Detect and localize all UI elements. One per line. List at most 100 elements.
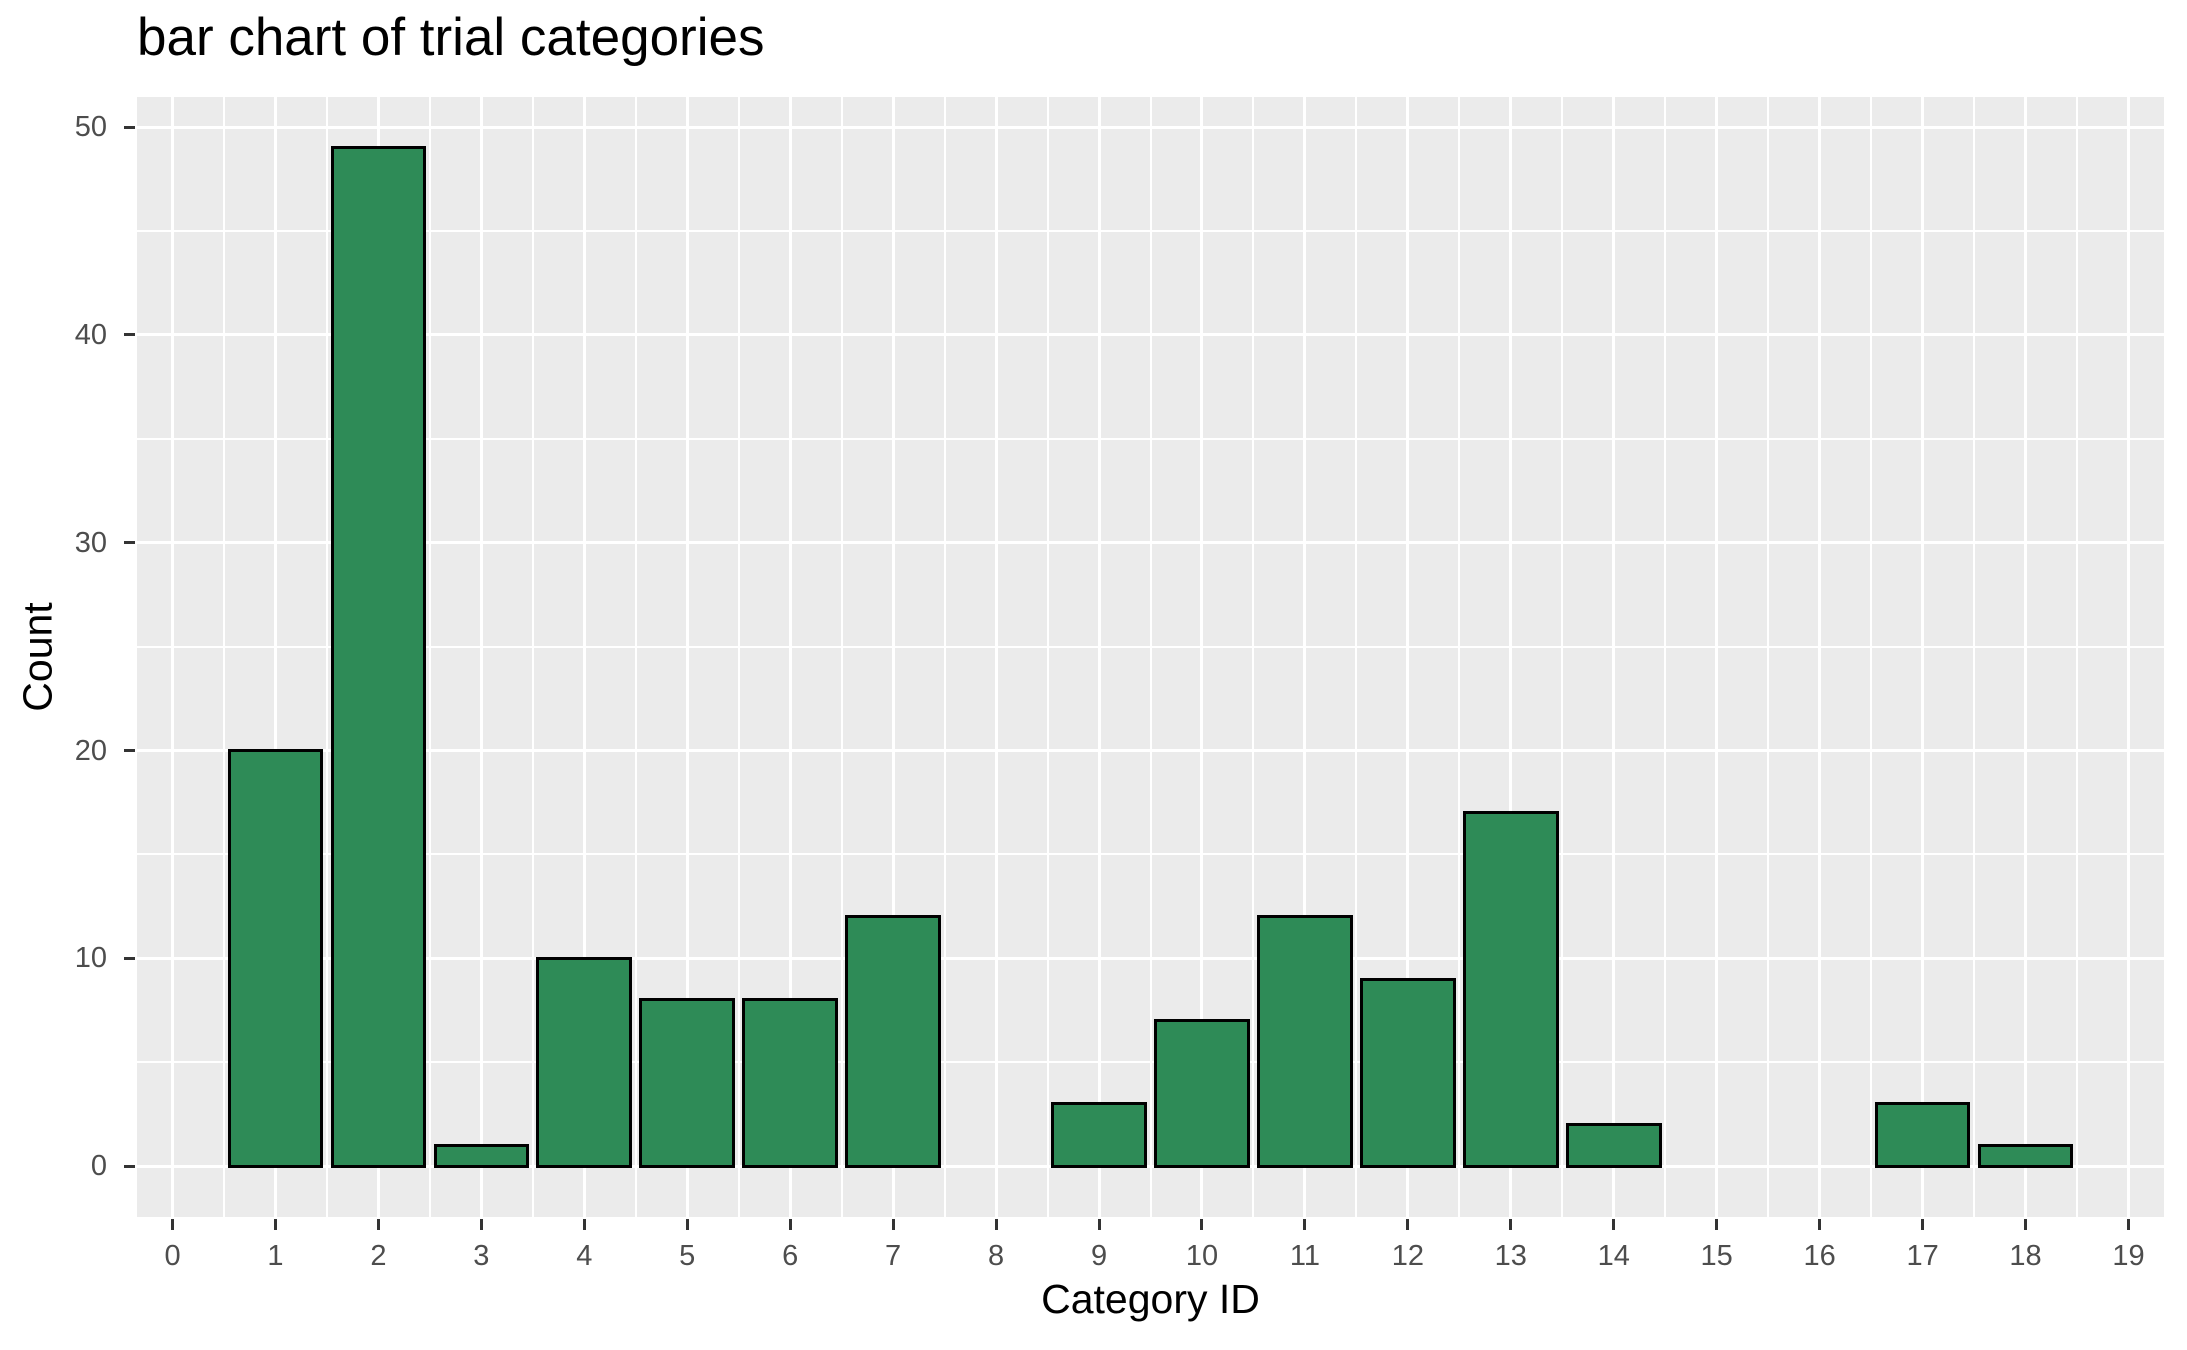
major-gridline-horizontal <box>137 125 2164 129</box>
chart-title: bar chart of trial categories <box>137 8 765 67</box>
major-gridline-horizontal <box>137 956 2164 960</box>
x-axis-title: Category ID <box>1041 1276 1260 1322</box>
minor-gridline-vertical <box>1870 97 1873 1217</box>
x-tick-mark <box>788 1219 792 1230</box>
bar-category-17 <box>1874 1102 1971 1168</box>
minor-gridline-horizontal <box>137 853 2164 856</box>
y-tick-mark <box>124 1164 135 1168</box>
x-tick-mark <box>1406 1219 1410 1230</box>
plot-panel <box>137 97 2164 1217</box>
x-tick-label: 15 <box>1700 1240 1733 1272</box>
major-gridline-vertical <box>479 97 483 1217</box>
major-gridline-vertical <box>1715 97 1719 1217</box>
major-gridline-vertical <box>994 97 998 1217</box>
major-gridline-vertical <box>1509 97 1513 1217</box>
minor-gridline-vertical <box>1973 97 1976 1217</box>
x-tick-label: 8 <box>988 1240 1005 1272</box>
x-tick-label: 2 <box>370 1240 387 1272</box>
x-tick-mark <box>1303 1219 1307 1230</box>
x-tick-label: 1 <box>267 1240 284 1272</box>
x-tick-mark <box>479 1219 483 1230</box>
minor-gridline-vertical <box>943 97 946 1217</box>
minor-gridline-vertical <box>428 97 431 1217</box>
minor-gridline-vertical <box>1046 97 1049 1217</box>
major-gridline-vertical <box>1612 97 1616 1217</box>
bar-category-5 <box>639 998 736 1168</box>
minor-gridline-horizontal <box>137 645 2164 648</box>
x-tick-label: 12 <box>1391 1240 1424 1272</box>
major-gridline-vertical <box>1406 97 1410 1217</box>
minor-gridline-vertical <box>634 97 637 1217</box>
minor-gridline-vertical <box>222 97 225 1217</box>
major-gridline-horizontal <box>137 333 2164 337</box>
x-tick-mark <box>2126 1219 2130 1230</box>
x-tick-mark <box>1612 1219 1616 1230</box>
bar-category-7 <box>845 915 941 1168</box>
minor-gridline-vertical <box>1355 97 1358 1217</box>
major-gridline-vertical <box>2126 97 2130 1217</box>
major-gridline-vertical <box>1097 97 1101 1217</box>
bar-category-2 <box>330 146 427 1168</box>
x-tick-mark <box>2024 1219 2028 1230</box>
major-gridline-horizontal <box>137 1164 2164 1168</box>
y-tick-label: 40 <box>74 318 107 351</box>
major-gridline-vertical <box>273 97 277 1217</box>
minor-gridline-vertical <box>2076 97 2078 1217</box>
x-tick-mark <box>1818 1219 1822 1230</box>
minor-gridline-vertical <box>1149 97 1152 1217</box>
major-gridline-vertical <box>1818 97 1822 1217</box>
x-tick-mark <box>994 1219 998 1230</box>
x-tick-mark <box>273 1219 277 1230</box>
major-gridline-vertical <box>1921 97 1925 1217</box>
x-tick-label: 3 <box>473 1240 490 1272</box>
minor-gridline-vertical <box>531 97 534 1217</box>
x-tick-mark <box>1715 1219 1719 1230</box>
major-gridline-vertical <box>1200 97 1204 1217</box>
bar-category-11 <box>1257 915 1353 1168</box>
minor-gridline-vertical <box>1252 97 1255 1217</box>
minor-gridline-vertical <box>1767 97 1770 1217</box>
x-tick-label: 19 <box>2112 1240 2145 1272</box>
y-axis-title: Count <box>14 602 61 712</box>
y-tick-label: 0 <box>90 1150 107 1183</box>
x-tick-label: 18 <box>2009 1240 2042 1272</box>
x-tick-label: 5 <box>679 1240 696 1272</box>
x-tick-mark <box>376 1219 380 1230</box>
y-tick-label: 50 <box>74 111 107 144</box>
x-tick-label: 13 <box>1494 1240 1527 1272</box>
x-tick-label: 0 <box>164 1240 181 1272</box>
bar-category-1 <box>227 749 324 1168</box>
minor-gridline-vertical <box>325 97 328 1217</box>
bar-category-10 <box>1154 1019 1250 1168</box>
minor-gridline-vertical <box>1458 97 1461 1217</box>
bar-category-13 <box>1462 811 1559 1168</box>
x-tick-mark <box>582 1219 586 1230</box>
y-tick-mark <box>124 541 135 545</box>
y-tick-mark <box>124 333 135 337</box>
y-tick-mark <box>124 125 135 129</box>
minor-gridline-horizontal <box>137 1061 2164 1064</box>
y-tick-label: 10 <box>74 942 107 975</box>
x-tick-label: 6 <box>782 1240 799 1272</box>
bar-category-14 <box>1565 1123 1662 1168</box>
x-tick-label: 10 <box>1185 1240 1219 1272</box>
x-tick-mark <box>171 1219 175 1230</box>
major-gridline-vertical <box>582 97 586 1217</box>
x-tick-mark <box>891 1219 895 1230</box>
x-tick-label: 14 <box>1597 1240 1630 1272</box>
y-tick-mark <box>124 956 135 960</box>
bar-category-9 <box>1051 1102 1147 1168</box>
y-tick-label: 30 <box>74 526 107 559</box>
major-gridline-horizontal <box>137 541 2164 545</box>
minor-gridline-vertical <box>840 97 843 1217</box>
major-gridline-horizontal <box>137 749 2164 752</box>
bar-category-3 <box>433 1143 530 1168</box>
minor-gridline-vertical <box>1664 97 1667 1217</box>
x-tick-mark <box>1509 1219 1513 1230</box>
bar-category-6 <box>742 998 838 1168</box>
x-tick-label: 17 <box>1906 1240 1939 1272</box>
x-tick-label: 16 <box>1803 1240 1836 1272</box>
major-gridline-vertical <box>685 97 689 1217</box>
minor-gridline-horizontal <box>137 437 2164 440</box>
